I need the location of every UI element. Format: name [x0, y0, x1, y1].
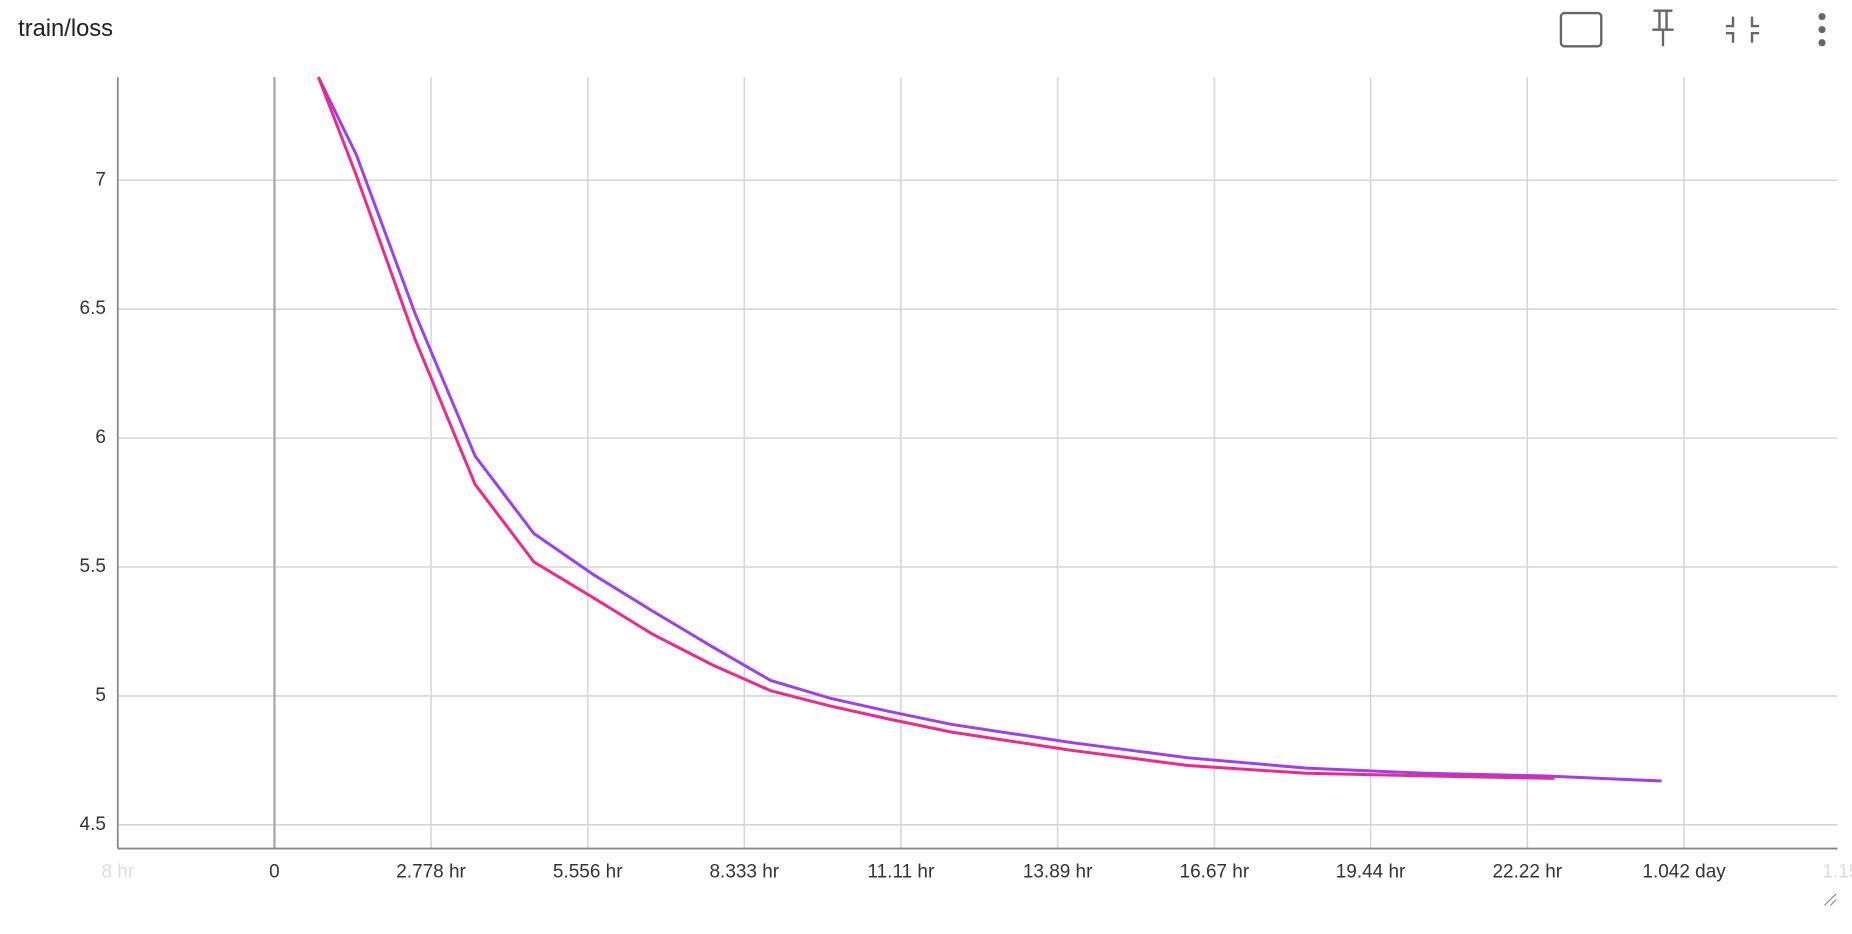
x-tick-label: 11.11 hr	[867, 861, 934, 882]
x-tick-label: 8.333 hr	[709, 861, 779, 882]
y-tick-label: 6.5	[80, 298, 106, 319]
more-menu[interactable]	[1818, 13, 1826, 47]
x-tick-label: 13.89 hr	[1023, 861, 1093, 882]
x-tick-label: 1.15	[1822, 861, 1852, 882]
y-tick-label: 5.5	[80, 556, 106, 577]
resize-handle[interactable]	[1823, 893, 1837, 906]
y-tick-label: 6	[95, 427, 106, 448]
pin-button[interactable]	[1652, 9, 1674, 47]
loss-line	[317, 76, 1555, 780]
x-tick-label: 1.042 day	[1642, 861, 1726, 882]
y-tick-label: 7	[95, 169, 106, 190]
x-tick-label: 19.44 hr	[1336, 861, 1406, 882]
loss-line	[317, 76, 1662, 783]
x-tick-label: 8 hr	[101, 861, 134, 882]
x-tick-label: 2.778 hr	[396, 861, 466, 882]
x-tick-label: 5.556 hr	[553, 861, 623, 882]
y-tick-label: 5	[95, 685, 106, 706]
collapse-button[interactable]	[1725, 16, 1760, 43]
x-tick-label: 22.22 hr	[1493, 861, 1563, 882]
chart-title: train/loss	[18, 16, 113, 42]
x-tick-label: 16.67 hr	[1180, 861, 1250, 882]
y-tick-label: 4.5	[80, 814, 106, 835]
fit-domain-button[interactable]	[1559, 11, 1603, 48]
toolbar	[1559, 9, 1837, 906]
x-tick-label: 0	[269, 861, 280, 882]
